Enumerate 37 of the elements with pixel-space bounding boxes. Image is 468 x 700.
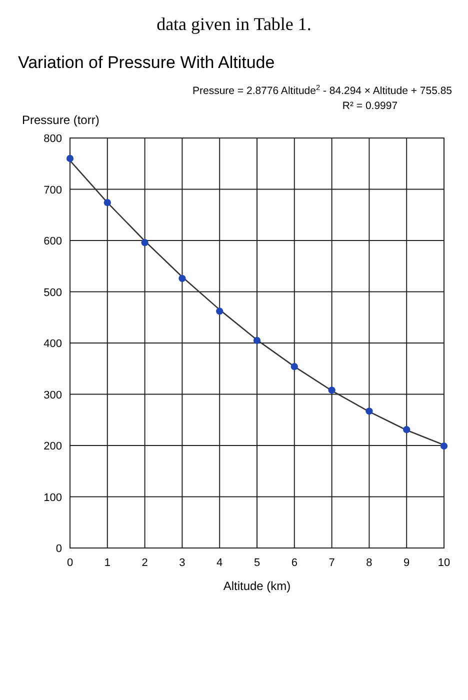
y-axis-title: Pressure (torr) — [22, 113, 100, 127]
point — [366, 408, 373, 415]
point — [104, 199, 111, 206]
x-axis-title: Altitude (km) — [223, 579, 291, 593]
x-tick-label: 10 — [438, 557, 450, 569]
point — [440, 442, 448, 450]
point — [216, 308, 224, 315]
x-tick-label: 0 — [66, 557, 74, 569]
y-tick-label: 100 — [44, 492, 62, 504]
chart-title: Variation of Pressure With Altitude — [18, 53, 275, 72]
y-tick-label: 0 — [56, 543, 62, 555]
point — [403, 426, 410, 434]
x-tick-label: 7 — [328, 557, 335, 569]
x-tick-label: 9 — [404, 557, 410, 569]
point — [66, 154, 74, 162]
y-tick-label: 800 — [44, 133, 62, 145]
point — [141, 238, 148, 246]
x-tick-label: 5 — [254, 557, 260, 569]
point — [328, 386, 336, 394]
y-tick-label: 600 — [44, 236, 62, 248]
text: R² = 0.9997 — [342, 100, 398, 112]
x-tick-label: 8 — [366, 557, 372, 569]
x-tick-label: 4 — [216, 557, 223, 569]
y-tick-label: 300 — [44, 389, 62, 402]
point — [290, 363, 298, 370]
x-tick-label: 6 — [291, 557, 298, 569]
y-tick-label: 700 — [44, 184, 62, 196]
y-tick-label: 500 — [44, 286, 62, 299]
x-tick-label: 3 — [179, 557, 186, 569]
x-tick-label: 1 — [104, 557, 110, 569]
point — [253, 336, 261, 344]
point — [178, 274, 186, 282]
y-tick-label: 200 — [44, 440, 62, 452]
x-tick-label: 2 — [142, 557, 148, 569]
text: Pressure = 2.8776 Altitude$^{2}$ - 84.294 × Altitude + 755.85 — [192, 82, 452, 97]
text: data given in Table 1. — [156, 14, 312, 34]
y-tick-label: 400 — [44, 338, 62, 350]
